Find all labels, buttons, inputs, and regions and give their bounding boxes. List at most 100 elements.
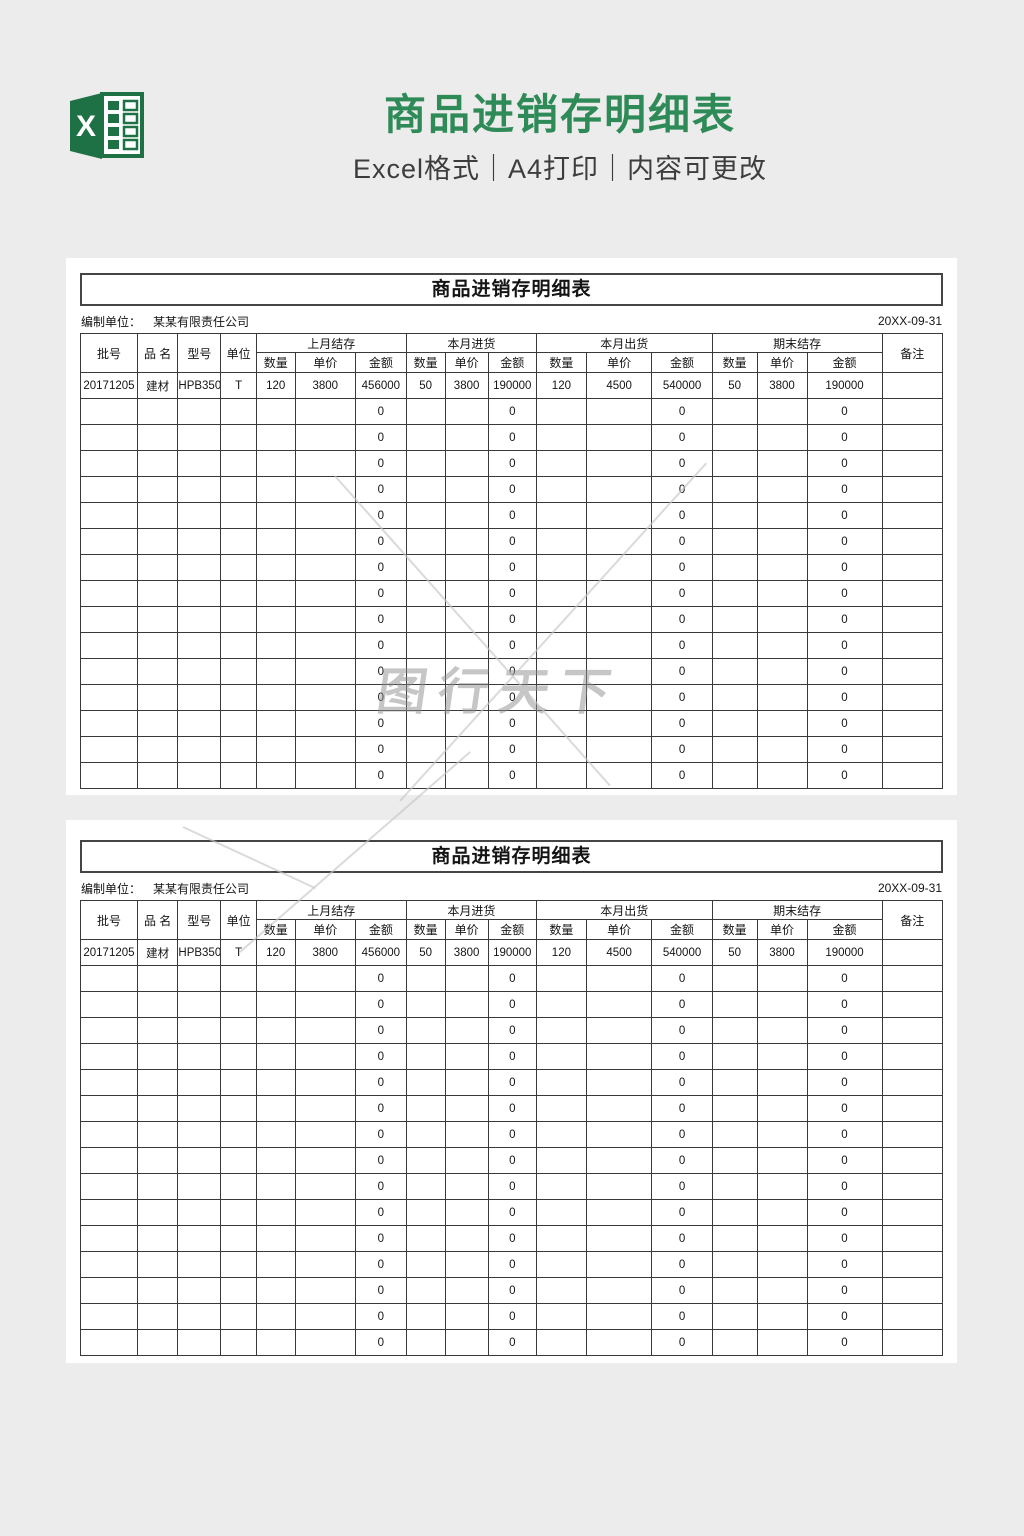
- cell: 建材: [136, 939, 179, 966]
- table-row: 0 0 0 0: [80, 528, 943, 555]
- cell: [136, 736, 179, 763]
- cell: [444, 1069, 489, 1096]
- group-header: 上月结存: [255, 900, 407, 920]
- cell: 190000: [806, 372, 883, 399]
- column-header: 批号: [80, 333, 138, 373]
- cell: [881, 476, 943, 503]
- cell: [585, 1017, 653, 1044]
- table-row: 0 0 0 0: [80, 1147, 943, 1174]
- cell: [535, 1173, 587, 1200]
- cell: [881, 1121, 943, 1148]
- cell: 190000: [487, 939, 537, 966]
- cell: [177, 450, 222, 477]
- cell: 120: [535, 372, 587, 399]
- table-row: 0 0 0 0: [80, 1095, 943, 1122]
- cell: [177, 658, 222, 685]
- cell: 0: [487, 1095, 537, 1122]
- table-row: 0 0 0 0: [80, 1225, 943, 1252]
- cell: [80, 1095, 138, 1122]
- table-row: 0 0 0 0: [80, 398, 943, 425]
- cell: [881, 991, 943, 1018]
- cell: [294, 1329, 356, 1356]
- cell: [177, 476, 222, 503]
- cell: [756, 965, 808, 992]
- cell: 0: [354, 632, 407, 659]
- cell: [535, 632, 587, 659]
- cell: [177, 1303, 222, 1330]
- cell: [881, 502, 943, 529]
- cell: [711, 1095, 758, 1122]
- cell: [220, 398, 257, 425]
- cell: 3800: [444, 372, 489, 399]
- cell: 0: [354, 991, 407, 1018]
- cell: [136, 762, 179, 789]
- cell: [80, 736, 138, 763]
- cell: [255, 1017, 296, 1044]
- cell: [220, 710, 257, 737]
- cell: [255, 684, 296, 711]
- cell: [220, 424, 257, 451]
- cell: [294, 1147, 356, 1174]
- cell: [136, 684, 179, 711]
- cell: [405, 1043, 446, 1070]
- cell: 0: [487, 1147, 537, 1174]
- cell: [711, 1043, 758, 1070]
- cell: [255, 398, 296, 425]
- cell: [80, 1147, 138, 1174]
- cell: [585, 1199, 653, 1226]
- cell: [711, 1329, 758, 1356]
- cell: [881, 580, 943, 607]
- cell: [220, 1329, 257, 1356]
- cell: 0: [487, 658, 537, 685]
- cell: [255, 1225, 296, 1252]
- cell: 3800: [294, 372, 356, 399]
- cell: [444, 1225, 489, 1252]
- cell: 0: [487, 450, 537, 477]
- sub-header: 金额: [806, 919, 883, 940]
- cell: [405, 632, 446, 659]
- cell: [756, 1173, 808, 1200]
- cell: [444, 658, 489, 685]
- sub-header: 金额: [487, 919, 537, 940]
- cell: 0: [651, 762, 713, 789]
- cell: [294, 424, 356, 451]
- cell: 0: [487, 1225, 537, 1252]
- sub-header: 单价: [444, 919, 489, 940]
- cell: 0: [651, 965, 713, 992]
- cell: [881, 424, 943, 451]
- cell: [255, 965, 296, 992]
- sub-header: 金额: [354, 919, 407, 940]
- cell: [711, 554, 758, 581]
- cell: [177, 528, 222, 555]
- cell: [881, 658, 943, 685]
- cell: [711, 965, 758, 992]
- cell: [294, 502, 356, 529]
- cell: [255, 1069, 296, 1096]
- cell: [294, 1043, 356, 1070]
- cell: 50: [405, 939, 446, 966]
- column-header: 备注: [881, 900, 943, 940]
- cell: [80, 450, 138, 477]
- cell: [255, 762, 296, 789]
- cell: [220, 1121, 257, 1148]
- inventory-table: 批号品 名型号 单位 上月结存 本月进货 本月出货 期末结存 备注 数量 单价 金额 数量 单价 金额数…: [80, 333, 943, 789]
- cell: [80, 762, 138, 789]
- sub-header: 单价: [585, 919, 653, 940]
- cell: [294, 554, 356, 581]
- cell: 0: [806, 1173, 883, 1200]
- cell: [177, 762, 222, 789]
- cell: [756, 580, 808, 607]
- cell: [535, 1329, 587, 1356]
- sub-header: 数量: [405, 919, 446, 940]
- cell: [80, 476, 138, 503]
- sub-header: 数量: [711, 919, 758, 940]
- cell: [80, 1069, 138, 1096]
- cell: [220, 450, 257, 477]
- cell: [585, 736, 653, 763]
- sheet-preview-2: 商品进销存明细表 编制单位： 某某有限责任公司 20XX-09-31 批号品 名型…: [66, 820, 957, 1363]
- cell: [177, 965, 222, 992]
- sub-header: 金额: [651, 919, 713, 940]
- cell: [255, 1303, 296, 1330]
- cell: 0: [354, 1095, 407, 1122]
